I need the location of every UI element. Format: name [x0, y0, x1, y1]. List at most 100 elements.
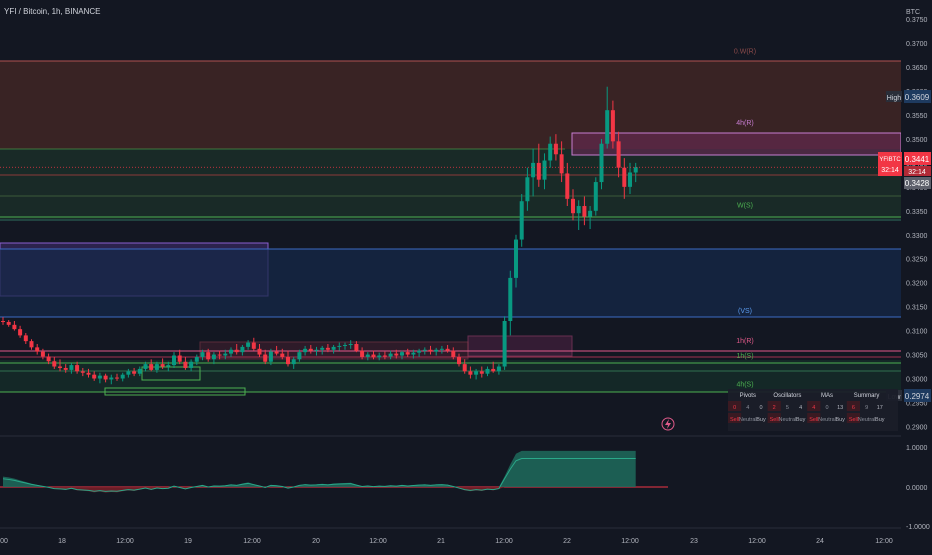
candle-body [18, 329, 23, 336]
candle-body [80, 371, 85, 373]
candle-body [75, 365, 80, 372]
candle-body [531, 162, 536, 178]
candle-body [348, 344, 353, 346]
candle-body [154, 364, 159, 370]
technicals-sell-cell [767, 413, 781, 423]
zone-label: 4h(R) [736, 120, 754, 127]
y-tick-label: 0.3650 [906, 65, 928, 72]
candle-body [485, 368, 490, 374]
technicals-cell: 4 [746, 405, 749, 411]
candle-body [183, 361, 188, 368]
zone-label: W(S) [737, 203, 753, 210]
candle-body [177, 355, 182, 362]
candle-body [166, 365, 171, 367]
candle-body [6, 321, 11, 325]
candle-body [565, 173, 570, 199]
candle-body [571, 198, 575, 214]
candle-body [400, 352, 404, 356]
candle-body [194, 356, 199, 362]
lightning-icon[interactable] [661, 417, 675, 431]
candle-body [434, 349, 439, 352]
x-tick-label: 19 [184, 538, 192, 545]
x-tick-label: 00 [0, 538, 8, 545]
last-price-countdown: 32:14 [881, 167, 899, 174]
candle-body [377, 355, 382, 358]
candle-body [200, 352, 205, 357]
candle-body [331, 346, 336, 350]
y-tick-label: 0.3150 [906, 305, 928, 312]
y-tick-label: 0.3300 [906, 233, 928, 240]
osc-tick-label: 0.0000 [906, 485, 928, 492]
candle-body [474, 371, 479, 375]
1h-support-zone [0, 360, 901, 392]
technicals-cell: Sell [809, 417, 818, 423]
time-axis[interactable]: 00 18 12:00 19 12:00 20 12:00 21 12:00 22 12:00 23 1… [0, 538, 893, 545]
candle-body [457, 356, 461, 365]
technicals-cell: Neutral [779, 417, 797, 423]
candle-body [92, 374, 97, 379]
4h-resistance-zone [572, 133, 901, 155]
candle-body [286, 356, 290, 365]
candle-body [496, 366, 501, 372]
y-tick-label: 0.3750 [906, 17, 928, 24]
y-tick-label: 0.3050 [906, 353, 928, 360]
candle-body [451, 350, 456, 357]
candle-body [274, 351, 279, 354]
zone-label: (VS) [738, 308, 752, 315]
high-tag: High 0.3609 [886, 90, 931, 103]
technicals-cell: 4 [799, 405, 802, 411]
symbol-title[interactable]: YFI / Bitcoin, 1h, BINANCE [4, 7, 100, 16]
x-tick-label: 18 [58, 538, 66, 545]
candle-body [217, 354, 222, 356]
technicals-group-header: Pivots [740, 393, 756, 399]
technicals-cell: Buy [756, 417, 766, 423]
zone-layer [0, 60, 902, 396]
technicals-cell: 2 [773, 405, 776, 411]
currency-label: BTC [906, 9, 920, 16]
candle-body [514, 239, 518, 278]
zone-label: 1h(S) [736, 353, 753, 360]
low-tag-value: 0.2974 [905, 392, 930, 401]
candle-body [109, 377, 114, 380]
candle-body [189, 361, 194, 368]
candle-body [206, 352, 211, 360]
candle-body [52, 361, 57, 367]
candle-body [536, 162, 541, 180]
candle-body [553, 143, 558, 155]
candle-body [143, 364, 148, 369]
x-tick-label: 21 [437, 538, 445, 545]
candle-body [576, 206, 581, 214]
technicals-sell-cell [807, 413, 821, 423]
technicals-cell: 0 [733, 405, 736, 411]
technicals-cell: 9 [865, 405, 868, 411]
x-tick-label: 24 [816, 538, 824, 545]
candle-body [137, 368, 142, 374]
high-tag-label: High [887, 95, 902, 102]
zone-label: 1h(R) [736, 338, 754, 345]
technicals-sell-cell [846, 413, 860, 423]
candle-body [86, 372, 91, 375]
candle-body [223, 353, 228, 356]
candle-body [126, 371, 131, 375]
x-tick-label: 12:00 [369, 538, 387, 545]
candle-body [371, 354, 376, 358]
osc-tick-label: -1.0000 [906, 524, 930, 531]
candle-body [428, 349, 433, 352]
candle-body [268, 351, 273, 362]
technicals-cell: 17 [877, 405, 883, 411]
technicals-sell-cell [807, 401, 821, 411]
zone-label: 0.W(R) [734, 48, 756, 55]
1h-resistance-box [467, 335, 573, 357]
candle-body [160, 364, 165, 367]
technicals-sell-cell [728, 401, 742, 411]
candle-body [417, 350, 422, 353]
technicals-table: Pivots Oscillators MAs Summary 0 4 0 2 5 4 4 0 13 6 9 1… [728, 389, 898, 431]
candle-body [337, 345, 342, 347]
x-tick-label: 23 [690, 538, 698, 545]
candle-body [35, 347, 40, 352]
candle-body [115, 377, 119, 379]
candle-body [610, 110, 615, 142]
candle-body [354, 344, 359, 351]
